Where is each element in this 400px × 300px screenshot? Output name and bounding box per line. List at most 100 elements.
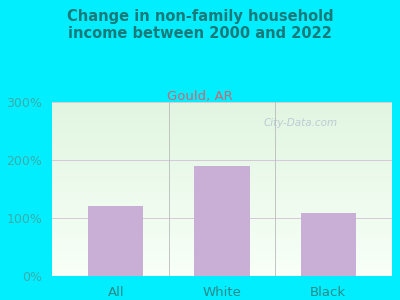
Bar: [52, 121, 392, 122]
Bar: [52, 154, 392, 156]
Bar: [52, 260, 392, 262]
Bar: [52, 142, 392, 144]
Bar: [52, 269, 392, 270]
Bar: [52, 195, 392, 196]
Text: Gould, AR: Gould, AR: [167, 90, 233, 103]
Bar: [52, 130, 392, 131]
Bar: [52, 109, 392, 111]
Bar: [52, 241, 392, 243]
Bar: [52, 177, 392, 179]
Bar: [52, 135, 392, 137]
Bar: [52, 183, 392, 184]
Bar: [52, 220, 392, 221]
Bar: [52, 218, 392, 220]
Bar: [52, 214, 392, 215]
Bar: [52, 257, 392, 259]
Bar: [52, 203, 392, 205]
Bar: [52, 112, 392, 114]
Bar: [52, 240, 392, 241]
Bar: [52, 188, 392, 189]
Bar: [52, 137, 392, 138]
Bar: [52, 199, 392, 201]
Bar: [52, 163, 392, 164]
Bar: [52, 114, 392, 115]
Bar: [88, 206, 143, 276]
Bar: [52, 222, 392, 224]
Bar: [52, 175, 392, 176]
Bar: [52, 250, 392, 251]
Bar: [52, 119, 392, 121]
Bar: [52, 122, 392, 124]
Bar: [52, 102, 392, 104]
Bar: [52, 125, 392, 127]
Bar: [52, 215, 392, 217]
Bar: [52, 224, 392, 225]
Bar: [52, 208, 392, 209]
Bar: [52, 140, 392, 141]
Bar: [52, 111, 392, 112]
Bar: [52, 243, 392, 244]
Bar: [52, 198, 392, 199]
Bar: [52, 270, 392, 272]
Bar: [52, 201, 392, 202]
Bar: [52, 134, 392, 135]
Bar: [52, 254, 392, 256]
Bar: [52, 259, 392, 260]
Bar: [52, 103, 392, 105]
Bar: [52, 118, 392, 119]
Bar: [52, 247, 392, 248]
Bar: [52, 164, 392, 166]
Bar: [52, 170, 392, 172]
Bar: [52, 194, 392, 195]
Bar: [52, 127, 392, 128]
Bar: [52, 160, 392, 161]
Bar: [52, 274, 392, 276]
Bar: [52, 167, 392, 169]
Bar: [52, 221, 392, 222]
Text: Change in non-family household
income between 2000 and 2022: Change in non-family household income be…: [67, 9, 333, 41]
Bar: [52, 192, 392, 194]
Bar: [301, 213, 356, 276]
Bar: [52, 133, 392, 134]
Bar: [52, 251, 392, 253]
Bar: [52, 147, 392, 148]
Bar: [52, 272, 392, 273]
Bar: [52, 144, 392, 146]
Bar: [52, 115, 392, 116]
Bar: [52, 245, 392, 247]
Bar: [52, 184, 392, 186]
Bar: [52, 179, 392, 180]
Bar: [52, 169, 392, 170]
Bar: [52, 153, 392, 154]
Bar: [52, 116, 392, 118]
Bar: [52, 106, 392, 108]
Bar: [52, 166, 392, 167]
Bar: [52, 228, 392, 230]
Bar: [52, 236, 392, 237]
Bar: [52, 180, 392, 182]
Bar: [52, 196, 392, 198]
Bar: [52, 225, 392, 227]
Bar: [52, 182, 392, 183]
Bar: [52, 209, 392, 211]
Bar: [52, 205, 392, 206]
Bar: [52, 206, 392, 208]
Bar: [52, 161, 392, 163]
Bar: [52, 267, 392, 269]
Bar: [52, 238, 392, 240]
Bar: [52, 148, 392, 150]
Bar: [52, 256, 392, 257]
Bar: [52, 173, 392, 175]
Bar: [52, 131, 392, 133]
Text: City-Data.com: City-Data.com: [263, 118, 337, 128]
Bar: [52, 248, 392, 250]
Bar: [52, 262, 392, 263]
Bar: [52, 237, 392, 238]
Bar: [52, 157, 392, 158]
Bar: [52, 227, 392, 228]
Bar: [52, 232, 392, 234]
Bar: [52, 146, 392, 147]
Bar: [52, 230, 392, 231]
Bar: [52, 156, 392, 157]
Bar: [52, 253, 392, 254]
